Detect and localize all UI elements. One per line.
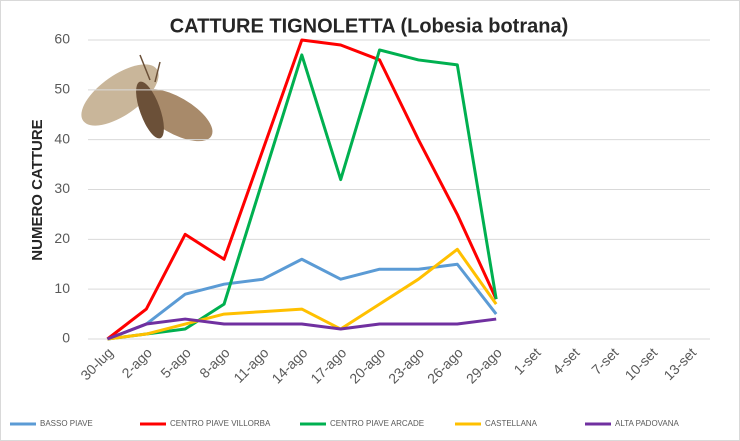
y-tick-label: 30 [54, 180, 70, 196]
legend-label: ALTA PADOVANA [615, 419, 680, 428]
y-tick-label: 20 [54, 230, 70, 246]
y-tick-label: 0 [62, 330, 70, 346]
chart-title: CATTURE TIGNOLETTA (Lobesia botrana) [170, 15, 569, 37]
y-tick-label: 40 [54, 130, 70, 146]
y-tick-label: 50 [54, 81, 70, 97]
y-tick-label: 60 [54, 31, 70, 47]
legend-label: CASTELLANA [485, 419, 538, 428]
y-tick-label: 10 [54, 280, 70, 296]
y-axis-title: NUMERO CATTURE [29, 119, 46, 260]
legend-label: CENTRO PIAVE ARCADE [330, 419, 424, 428]
chart: CATTURE TIGNOLETTA (Lobesia botrana) NUM… [0, 0, 740, 441]
legend-label: BASSO PIAVE [40, 419, 93, 428]
legend-label: CENTRO PIAVE VILLORBA [170, 419, 271, 428]
